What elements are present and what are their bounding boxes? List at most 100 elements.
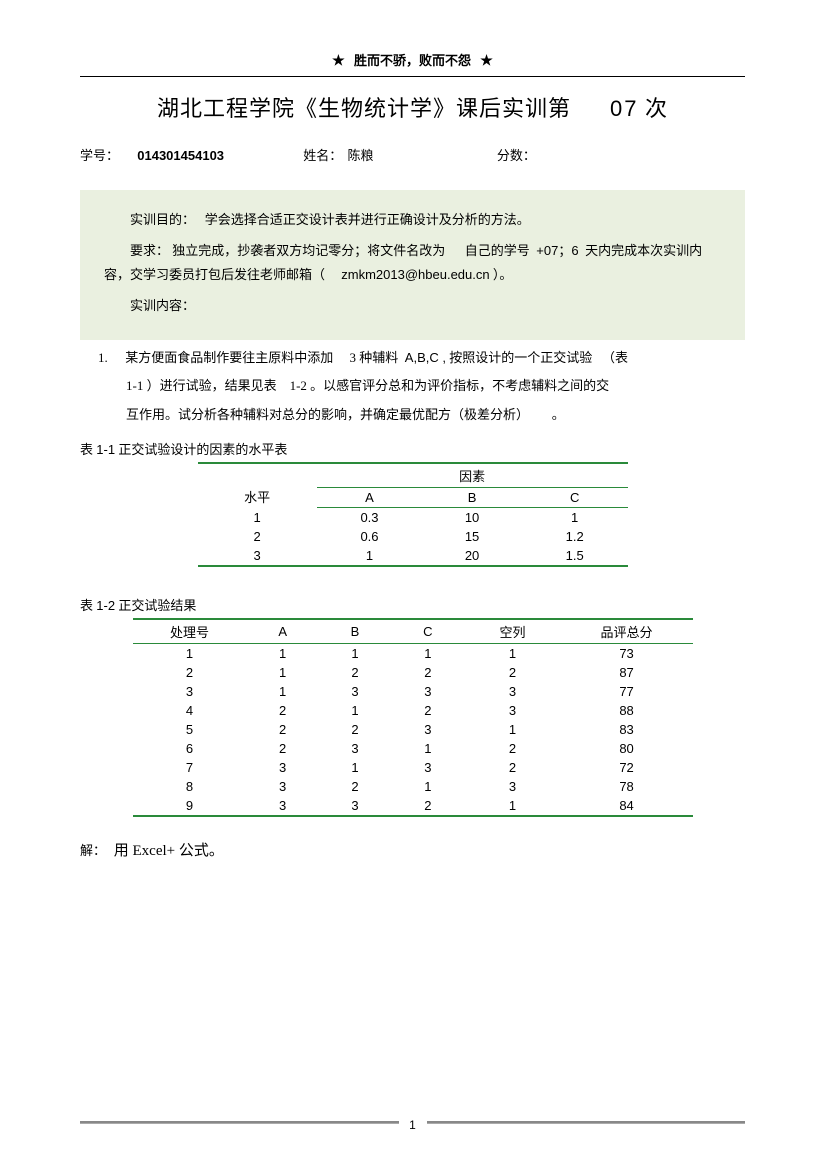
table-cell: 73 bbox=[561, 644, 693, 664]
table-cell: 3 bbox=[247, 796, 319, 816]
table-cell: 2 bbox=[133, 663, 247, 682]
table-cell: 3 bbox=[133, 682, 247, 701]
req-text-3: +07；6 bbox=[536, 243, 578, 258]
page-footer: 1 bbox=[80, 1121, 745, 1138]
t2-col-header: 品评总分 bbox=[561, 619, 693, 644]
table-cell: 2 bbox=[391, 701, 464, 720]
header-rule bbox=[80, 76, 745, 77]
table-cell: 3 bbox=[319, 739, 391, 758]
req-text-2: 自己的学号 bbox=[465, 243, 530, 258]
purpose-label: 实训目的： bbox=[130, 212, 195, 227]
table-cell: 0.3 bbox=[317, 508, 423, 528]
table-cell: 4 bbox=[133, 701, 247, 720]
table-cell: 1 bbox=[464, 644, 560, 664]
t2-col-header: C bbox=[391, 619, 464, 644]
req-label: 要求： bbox=[130, 243, 169, 258]
problem-line-2: 1-1 ）进行试验，结果见表 1-2 。以感官评分总和为评价指标，不考虑辅料之间… bbox=[126, 372, 745, 401]
table-cell: 15 bbox=[422, 527, 522, 546]
t1-col-header: B bbox=[422, 488, 522, 508]
table-cell: 2 bbox=[464, 739, 560, 758]
purpose-line: 实训目的： 学会选择合适正交设计表并进行正确设计及分析的方法。 bbox=[104, 208, 721, 231]
table-cell: 3 bbox=[198, 546, 317, 566]
score-label: 分数： bbox=[497, 148, 536, 163]
t1-col-header: C bbox=[522, 488, 628, 508]
table-cell: 88 bbox=[561, 701, 693, 720]
table-cell: 9 bbox=[133, 796, 247, 816]
table-cell: 2 bbox=[464, 663, 560, 682]
table-cell: 2 bbox=[319, 777, 391, 796]
table-cell: 1 bbox=[391, 644, 464, 664]
problem-1: 1. 某方便面食品制作要往主原料中添加 3 种辅料 A,B,C , 按照设计的一… bbox=[98, 344, 745, 430]
name-value: 陈粮 bbox=[348, 148, 374, 163]
table-cell: 3 bbox=[464, 777, 560, 796]
table-cell: 3 bbox=[464, 682, 560, 701]
table-cell: 3 bbox=[391, 720, 464, 739]
table-cell: 1 bbox=[247, 644, 319, 664]
content-label: 实训内容： bbox=[104, 294, 721, 317]
meta-row: 学号： 014301454103 姓名： 陈粮 分数： bbox=[80, 145, 745, 164]
table-cell: 84 bbox=[561, 796, 693, 816]
title-suffix: 次 bbox=[645, 96, 668, 121]
table-cell: 78 bbox=[561, 777, 693, 796]
star-icon: ★ bbox=[332, 54, 345, 69]
table-cell: 2 bbox=[198, 527, 317, 546]
table-cell: 2 bbox=[391, 663, 464, 682]
table-cell: 1.5 bbox=[522, 546, 628, 566]
table-1-caption: 表 1-1 正交试验设计的因素的水平表 bbox=[80, 439, 745, 458]
problem-line-1: 1. 某方便面食品制作要往主原料中添加 3 种辅料 A,B,C , 按照设计的一… bbox=[98, 344, 745, 373]
name-label: 姓名： bbox=[303, 148, 342, 163]
instruction-block: 实训目的： 学会选择合适正交设计表并进行正确设计及分析的方法。 要求： 独立完成… bbox=[80, 190, 745, 340]
t2-col-header: B bbox=[319, 619, 391, 644]
table-cell: 83 bbox=[561, 720, 693, 739]
table-cell: 10 bbox=[422, 508, 522, 528]
table-cell: 1 bbox=[319, 758, 391, 777]
problem-line-3: 互作用。试分析各种辅料对总分的影响，并确定最优配方（极差分析） 。 bbox=[126, 401, 745, 430]
t2-col-header: 空列 bbox=[464, 619, 560, 644]
table-cell: 3 bbox=[247, 777, 319, 796]
table-cell: 87 bbox=[561, 663, 693, 682]
t2-col-header: A bbox=[247, 619, 319, 644]
solution-line: 解： 用 Excel+ 公式。 bbox=[80, 839, 745, 860]
table-cell: 2 bbox=[464, 758, 560, 777]
table-cell: 3 bbox=[391, 758, 464, 777]
table-cell: 2 bbox=[319, 720, 391, 739]
star-icon: ★ bbox=[480, 54, 493, 69]
requirement-line: 要求： 独立完成，抄袭者双方均记零分；将文件名改为 自己的学号 +07；6 天内… bbox=[104, 239, 721, 286]
title-prefix: 湖北工程学院《生物统计学》课后实训第 bbox=[157, 96, 571, 121]
page-title: 湖北工程学院《生物统计学》课后实训第 07 次 bbox=[80, 91, 745, 123]
table-cell: 1 bbox=[198, 508, 317, 528]
table-cell: 3 bbox=[391, 682, 464, 701]
table-cell: 72 bbox=[561, 758, 693, 777]
solution-label: 解： bbox=[80, 843, 106, 858]
table-cell: 3 bbox=[464, 701, 560, 720]
table-1: 水平 因素 ABC 10.310120.6151.231201.5 bbox=[198, 462, 628, 567]
header-motto: ★ 胜而不骄，败而不怨 ★ bbox=[80, 50, 745, 70]
table-cell: 2 bbox=[319, 663, 391, 682]
table-cell: 1.2 bbox=[522, 527, 628, 546]
table-2-caption: 表 1-2 正交试验结果 bbox=[80, 595, 745, 614]
table-cell: 5 bbox=[133, 720, 247, 739]
page-number: 1 bbox=[80, 1118, 745, 1132]
table-cell: 1 bbox=[319, 701, 391, 720]
t1-col-header: A bbox=[317, 488, 423, 508]
t1-h-level: 水平 bbox=[198, 463, 317, 508]
t2-col-header: 处理号 bbox=[133, 619, 247, 644]
purpose-text: 学会选择合适正交设计表并进行正确设计及分析的方法。 bbox=[205, 212, 530, 227]
table-cell: 7 bbox=[133, 758, 247, 777]
table-cell: 2 bbox=[391, 796, 464, 816]
id-label: 学号： bbox=[80, 148, 119, 163]
table-cell: 2 bbox=[247, 739, 319, 758]
table-cell: 1 bbox=[317, 546, 423, 566]
table-cell: 1 bbox=[464, 796, 560, 816]
table-2: 处理号ABC空列品评总分 111117321222873133377421238… bbox=[133, 618, 693, 817]
table-cell: 1 bbox=[391, 777, 464, 796]
table-cell: 1 bbox=[391, 739, 464, 758]
table-cell: 1 bbox=[522, 508, 628, 528]
problem-number: 1. bbox=[98, 344, 122, 373]
table-cell: 1 bbox=[247, 682, 319, 701]
solution-text: 用 Excel+ 公式。 bbox=[114, 843, 224, 859]
t1-h-factor: 因素 bbox=[317, 463, 628, 488]
table-cell: 77 bbox=[561, 682, 693, 701]
table-cell: 1 bbox=[133, 644, 247, 664]
table-cell: 3 bbox=[319, 682, 391, 701]
